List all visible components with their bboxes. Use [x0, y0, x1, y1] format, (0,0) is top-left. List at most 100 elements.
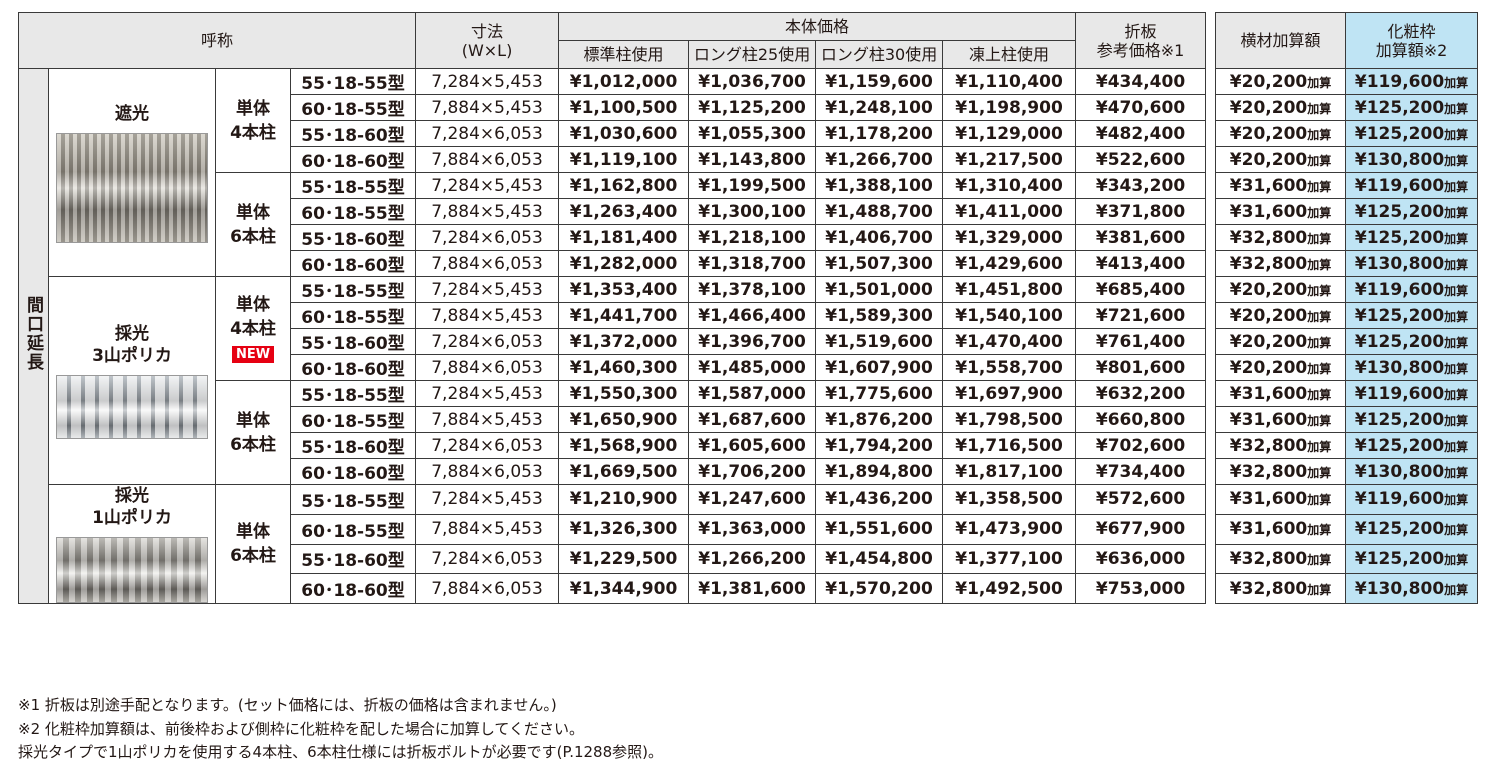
amount: ¥130,800	[1354, 578, 1445, 599]
model-cell: 60･18-55型	[289, 302, 417, 329]
side-label: 間口延長	[23, 295, 43, 372]
keshou-cell: ¥125,200加算	[1345, 198, 1479, 225]
price-cell: ¥1,406,700	[815, 224, 944, 251]
price-cell: ¥1,217,500	[942, 146, 1077, 173]
group-wrap: 採光 3山ポリカ	[50, 323, 215, 439]
amount: ¥119,600	[1354, 383, 1445, 404]
amount: ¥125,200	[1354, 331, 1445, 352]
suffix: 加算	[1444, 493, 1469, 508]
header-line: (W×L)	[461, 40, 513, 60]
note-line: ※1 折板は別途手配となります。(セット価格には、折板の価格は含まれません。)	[18, 696, 557, 714]
model-cell: 60･18-60型	[289, 458, 417, 485]
price-cell: ¥381,600	[1075, 224, 1207, 251]
subgroup-cell: 単体 6本柱	[215, 172, 291, 277]
suffix: 加算	[1307, 465, 1332, 480]
price-cell: ¥1,507,300	[815, 250, 944, 277]
subgroup-label-line: 単体	[236, 202, 270, 223]
suffix: 加算	[1444, 127, 1469, 142]
header-line: 折板	[1124, 21, 1157, 41]
header-price-column: ロング柱25使用	[688, 40, 817, 69]
model-cell: 60･18-55型	[289, 94, 417, 121]
header-body-price: 本体価格	[558, 12, 1077, 41]
price-cell: ¥1,353,400	[558, 276, 690, 303]
amount: ¥119,600	[1354, 279, 1445, 300]
gap	[1205, 432, 1216, 459]
keshou-cell: ¥125,200加算	[1345, 543, 1479, 575]
price-cell: ¥343,200	[1075, 172, 1207, 199]
price-cell: ¥801,600	[1075, 354, 1207, 381]
price-cell: ¥1,247,600	[688, 484, 817, 515]
amount: ¥125,200	[1354, 548, 1445, 569]
subgroup-label-line: 単体	[236, 522, 270, 542]
model-cell: 60･18-55型	[289, 406, 417, 433]
amount: ¥20,200	[1229, 71, 1308, 92]
header-price-column: 凍上柱使用	[942, 40, 1077, 69]
size-cell: 7,284×5,453	[415, 484, 560, 515]
price-cell: ¥1,558,700	[942, 354, 1077, 381]
suffix: 加算	[1444, 465, 1469, 480]
model-cell: 60･18-60型	[289, 146, 417, 173]
keshou-cell: ¥119,600加算	[1345, 172, 1479, 199]
suffix: 加算	[1444, 582, 1469, 597]
model-cell: 60･18-60型	[289, 573, 417, 604]
group-label: 採光 1山ポリカ	[92, 486, 172, 530]
suffix: 加算	[1307, 335, 1332, 350]
size-cell: 7,284×5,453	[415, 172, 560, 199]
price-cell: ¥1,248,100	[815, 94, 944, 121]
keshou-cell: ¥130,800加算	[1345, 458, 1479, 485]
size-cell: 7,284×5,453	[415, 276, 560, 303]
keshou-cell: ¥125,200加算	[1345, 302, 1479, 329]
subgroup-label-line: 6本柱	[230, 546, 276, 566]
price-cell: ¥1,388,100	[815, 172, 944, 199]
price-cell: ¥1,470,400	[942, 328, 1077, 355]
model-cell: 55･18-55型	[289, 276, 417, 303]
price-cell: ¥413,400	[1075, 250, 1207, 277]
size-cell: 7,884×6,053	[415, 354, 560, 381]
price-cell: ¥753,000	[1075, 573, 1207, 604]
model-cell: 55･18-60型	[289, 543, 417, 575]
suffix: 加算	[1307, 283, 1332, 298]
suffix: 加算	[1444, 75, 1469, 90]
price-cell: ¥572,600	[1075, 484, 1207, 515]
price-cell: ¥677,900	[1075, 513, 1207, 545]
badge-wrap: NEW	[217, 341, 290, 365]
amount: ¥32,800	[1229, 227, 1308, 248]
suffix: 加算	[1444, 257, 1469, 272]
note-line: 採光タイプで1山ポリカを使用する4本柱、6本柱仕様には折板ボルトが必要です(P.…	[18, 743, 663, 761]
amount: ¥125,200	[1354, 123, 1445, 144]
yokozai-cell: ¥20,200加算	[1215, 120, 1347, 147]
price-cell: ¥1,519,600	[815, 328, 944, 355]
gap	[1205, 12, 1216, 69]
amount: ¥20,200	[1229, 357, 1308, 378]
amount: ¥125,200	[1354, 201, 1445, 222]
header-price-column: ロング柱30使用	[815, 40, 944, 69]
price-cell: ¥1,377,100	[942, 543, 1077, 575]
table-row: 60･18-60型 7,884×6,053 ¥1,119,100 ¥1,143,800…	[19, 146, 1479, 173]
price-cell: ¥1,318,700	[688, 250, 817, 277]
size-cell: 7,884×6,053	[415, 250, 560, 277]
header-folded: 折板 参考価格※1	[1075, 12, 1207, 69]
group-label: 採光 3山ポリカ	[92, 323, 172, 367]
subgroup-label-line: 4本柱	[230, 318, 276, 339]
suffix: 加算	[1307, 309, 1332, 324]
yokozai-cell: ¥20,200加算	[1215, 328, 1347, 355]
size-cell: 7,884×5,453	[415, 302, 560, 329]
price-cell: ¥1,178,200	[815, 120, 944, 147]
price-cell: ¥482,400	[1075, 120, 1207, 147]
price-cell: ¥1,501,000	[815, 276, 944, 303]
price-cell: ¥1,460,300	[558, 354, 690, 381]
suffix: 加算	[1307, 231, 1332, 246]
suffix: 加算	[1444, 413, 1469, 428]
size-cell: 7,884×5,453	[415, 94, 560, 121]
group-wrap: 採光 1山ポリカ	[50, 486, 215, 603]
table-row: 60･18-55型 7,884×5,453 ¥1,100,500 ¥1,125,200…	[19, 94, 1479, 121]
price-cell: ¥1,055,300	[688, 120, 817, 147]
size-cell: 7,884×5,453	[415, 406, 560, 433]
price-cell: ¥1,876,200	[815, 406, 944, 433]
suffix: 加算	[1307, 153, 1332, 168]
price-cell: ¥1,798,500	[942, 406, 1077, 433]
table-row: 60･18-60型 7,884×6,053 ¥1,282,000 ¥1,318,700…	[19, 250, 1479, 277]
price-cell: ¥1,894,800	[815, 458, 944, 485]
suffix: 加算	[1444, 523, 1469, 538]
amount: ¥20,200	[1229, 149, 1308, 170]
